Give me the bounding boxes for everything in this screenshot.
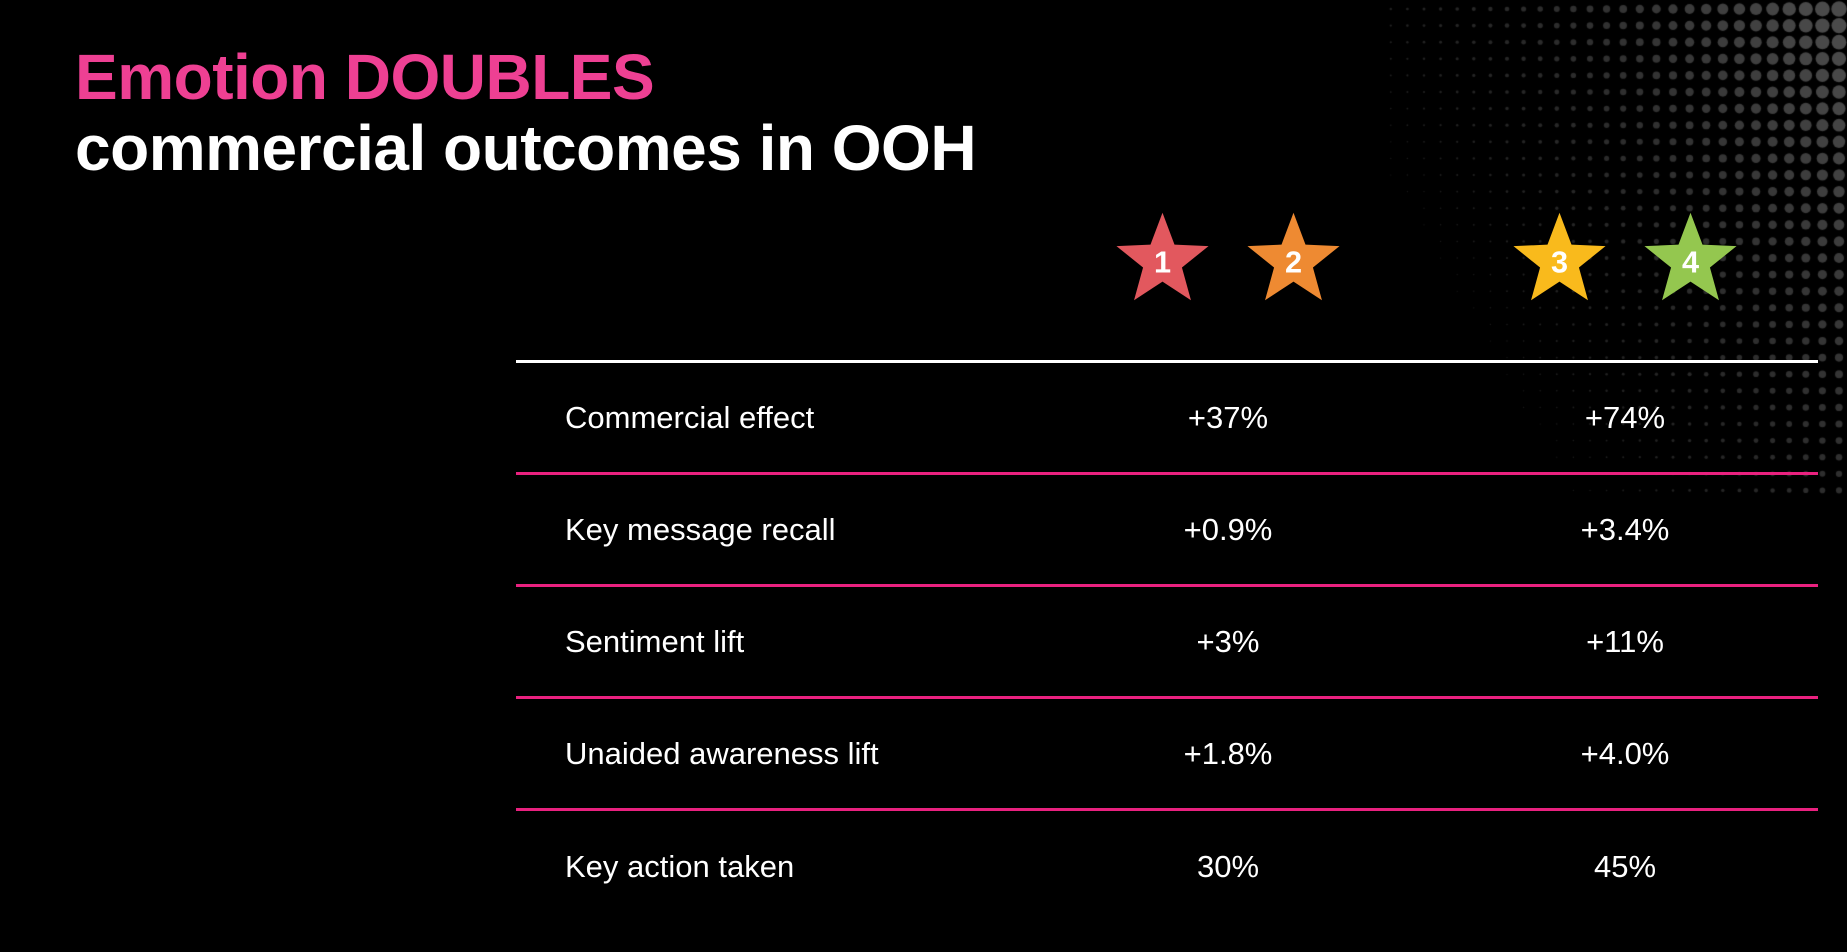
row-value-stars-1-2: +3% — [1196, 623, 1260, 659]
table-body: Commercial effect +37% +74% Key message … — [516, 360, 1818, 923]
row-value-stars-3-4: 45% — [1593, 849, 1657, 884]
star-1-shape — [1116, 212, 1209, 301]
star-1-number: 1 — [1154, 244, 1171, 279]
star-2-icon: 2 — [1247, 212, 1340, 301]
row-value-stars-1-2: +37% — [1187, 399, 1269, 435]
row-label: Sentiment lift — [565, 623, 745, 659]
star-4-number: 4 — [1682, 244, 1699, 279]
results-table: 1 2 3 4 Commercial effect — [516, 208, 1818, 923]
star-2-number: 2 — [1285, 244, 1302, 279]
table-row: Key action taken 30% 45% — [516, 811, 1818, 923]
row-value-stars-3-4: +3.4% — [1580, 511, 1670, 547]
star-1-icon: 1 — [1116, 212, 1209, 301]
stars-3-4-group: 3 4 — [1380, 208, 1818, 303]
row-label: Commercial effect — [565, 399, 815, 435]
row-value-stars-1-2: 30% — [1196, 849, 1260, 884]
row-value-stars-3-4: +4.0% — [1580, 735, 1670, 771]
table-row: Unaided awareness lift +1.8% +4.0% — [516, 699, 1818, 811]
row-value-stars-1-2: +1.8% — [1183, 735, 1273, 771]
star-2-shape — [1247, 212, 1340, 301]
slide-title-line1: Emotion DOUBLES — [75, 41, 655, 113]
row-value-stars-3-4: +11% — [1586, 623, 1664, 659]
row-label: Unaided awareness lift — [565, 735, 879, 771]
table-row: Sentiment lift +3% +11% — [516, 587, 1818, 699]
table-row: Key message recall +0.9% +3.4% — [516, 475, 1818, 587]
stars-1-2-group: 1 2 — [1076, 208, 1380, 303]
slide-title-line2: commercial outcomes in OOH — [75, 112, 977, 184]
row-value-stars-3-4: +74% — [1584, 399, 1666, 435]
star-3-icon: 3 — [1513, 212, 1606, 301]
row-value-stars-1-2: +0.9% — [1183, 511, 1273, 547]
slide-title: Emotion DOUBLES commercial outcomes in O… — [75, 41, 977, 184]
table-row: Commercial effect +37% +74% — [516, 363, 1818, 475]
table-header-row: 1 2 3 4 — [516, 208, 1818, 360]
star-4-icon: 4 — [1644, 212, 1737, 301]
row-label: Key action taken — [565, 849, 795, 884]
row-label: Key message recall — [565, 511, 836, 547]
star-3-number: 3 — [1551, 244, 1568, 279]
